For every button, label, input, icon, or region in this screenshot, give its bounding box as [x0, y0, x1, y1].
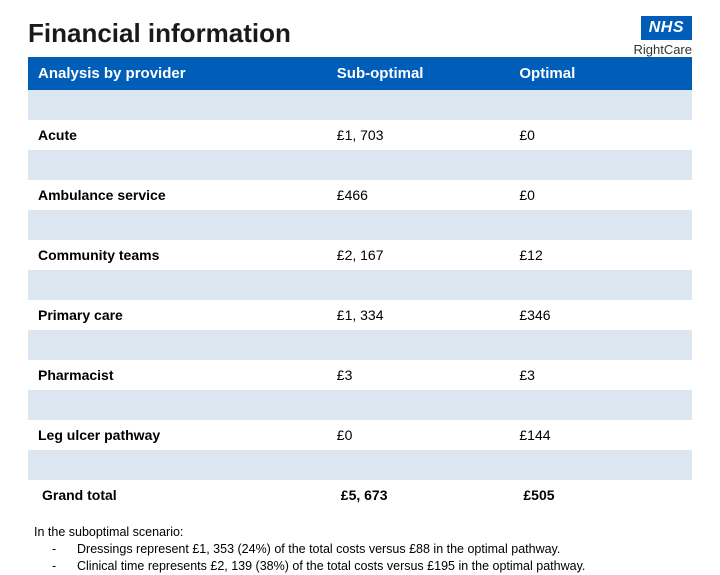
table-spacer-row — [28, 390, 692, 420]
footnote-intro: In the suboptimal scenario: — [34, 524, 692, 541]
cell-provider: Acute — [28, 120, 327, 150]
cell-provider: Pharmacist — [28, 360, 327, 390]
financial-table: Analysis by provider Sub-optimal Optimal… — [28, 57, 692, 510]
cell-optimal: £0 — [509, 120, 692, 150]
cell-suboptimal: £5, 673 — [327, 480, 510, 510]
table-spacer-row — [28, 90, 692, 120]
table-body: Acute£1, 703£0 Ambulance service£466£0 C… — [28, 90, 692, 510]
table-row: Acute£1, 703£0 — [28, 120, 692, 150]
table-spacer-row — [28, 150, 692, 180]
table-row: Grand total£5, 673£505 — [28, 480, 692, 510]
table-header-row: Analysis by provider Sub-optimal Optimal — [28, 57, 692, 90]
footnote: In the suboptimal scenario: - Dressings … — [28, 524, 692, 575]
table-row: Pharmacist£3£3 — [28, 360, 692, 390]
cell-provider: Grand total — [28, 480, 327, 510]
table-row: Leg ulcer pathway£0£144 — [28, 420, 692, 450]
cell-optimal: £0 — [509, 180, 692, 210]
table-spacer-row — [28, 270, 692, 300]
cell-optimal: £505 — [509, 480, 692, 510]
cell-suboptimal: £3 — [327, 360, 510, 390]
cell-suboptimal: £0 — [327, 420, 510, 450]
table-row: Primary care£1, 334£346 — [28, 300, 692, 330]
cell-suboptimal: £2, 167 — [327, 240, 510, 270]
table-row: Community teams£2, 167£12 — [28, 240, 692, 270]
nhs-subtext: RightCare — [633, 42, 692, 57]
page-title: Financial information — [28, 18, 692, 49]
cell-optimal: £346 — [509, 300, 692, 330]
cell-provider: Leg ulcer pathway — [28, 420, 327, 450]
table-row: Ambulance service£466£0 — [28, 180, 692, 210]
cell-suboptimal: £1, 334 — [327, 300, 510, 330]
table-spacer-row — [28, 450, 692, 480]
cell-optimal: £12 — [509, 240, 692, 270]
table-spacer-row — [28, 330, 692, 360]
cell-provider: Community teams — [28, 240, 327, 270]
cell-provider: Primary care — [28, 300, 327, 330]
cell-provider: Ambulance service — [28, 180, 327, 210]
nhs-logo: NHS RightCare — [633, 16, 692, 57]
col-header-provider: Analysis by provider — [28, 57, 327, 90]
nhs-badge: NHS — [641, 16, 692, 40]
cell-suboptimal: £466 — [327, 180, 510, 210]
footnote-item: - Dressings represent £1, 353 (24%) of t… — [34, 541, 692, 558]
col-header-suboptimal: Sub-optimal — [327, 57, 510, 90]
cell-suboptimal: £1, 703 — [327, 120, 510, 150]
cell-optimal: £144 — [509, 420, 692, 450]
col-header-optimal: Optimal — [509, 57, 692, 90]
table-spacer-row — [28, 210, 692, 240]
cell-optimal: £3 — [509, 360, 692, 390]
footnote-item: - Clinical time represents £2, 139 (38%)… — [34, 558, 692, 575]
